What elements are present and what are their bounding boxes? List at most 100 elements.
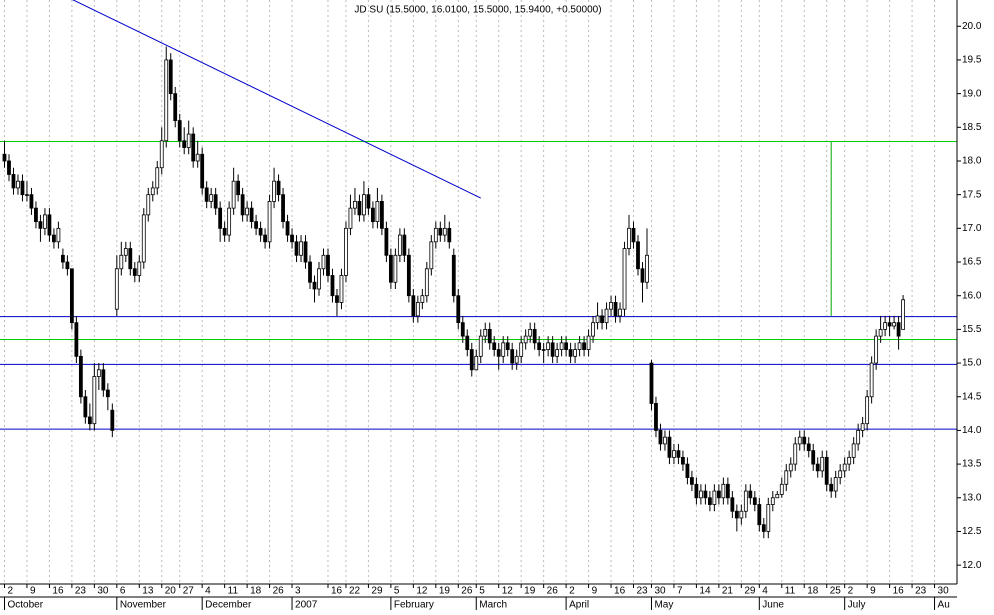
candle-body <box>438 227 443 236</box>
candle-body <box>528 328 533 337</box>
x-tick-label: 2 <box>848 586 854 597</box>
candle-body <box>761 524 766 532</box>
candle-body <box>155 167 160 189</box>
candle-body <box>555 349 560 357</box>
candle-body <box>487 328 492 344</box>
candle-body <box>128 248 133 270</box>
x-tick-label: 9 <box>870 586 876 597</box>
candle-body <box>137 261 142 276</box>
y-tick-label: 18.0 <box>962 156 982 167</box>
candle-body <box>92 376 97 425</box>
candle-body <box>820 456 825 472</box>
candle-body <box>420 295 425 303</box>
candle-body <box>321 254 326 270</box>
x-tick-label: 2 <box>7 586 13 597</box>
candle-body <box>173 93 178 121</box>
candle-body <box>676 450 681 458</box>
month-label: June <box>762 600 784 610</box>
candle-body <box>249 207 254 223</box>
candle-body <box>326 254 330 276</box>
y-tick-label: 18.5 <box>962 122 982 133</box>
candle-body <box>380 201 384 229</box>
candle-body <box>829 483 834 492</box>
x-tick-label: 21 <box>722 586 734 597</box>
candle-body <box>384 227 389 256</box>
candle-body <box>240 194 245 216</box>
candle-body <box>335 295 339 303</box>
candle-body <box>770 497 775 505</box>
candle-body <box>577 342 582 350</box>
candle-body <box>748 490 753 499</box>
candle-body <box>123 248 128 256</box>
candle-body <box>397 234 402 256</box>
candle-body <box>195 153 200 162</box>
candle-body <box>150 187 155 196</box>
candle-body <box>132 268 137 276</box>
candle-body <box>523 335 528 344</box>
candle-body <box>721 483 726 499</box>
candle-body <box>52 234 56 243</box>
candle-body <box>362 194 366 216</box>
candle-body <box>65 261 70 270</box>
candle-body <box>83 396 88 418</box>
candle-body <box>775 494 780 499</box>
candle-body <box>492 342 497 350</box>
candle-body <box>667 436 672 458</box>
candle-body <box>330 275 335 297</box>
candle-body <box>272 180 276 202</box>
candle-body <box>573 349 577 357</box>
x-tick-label: 14 <box>699 586 711 597</box>
candle-body <box>69 268 74 324</box>
x-tick-label: 16 <box>614 586 626 597</box>
candle-body <box>811 450 816 465</box>
candle-body <box>847 456 852 465</box>
candle-body <box>887 322 892 327</box>
candle-body <box>501 342 506 357</box>
candle-body <box>510 349 515 364</box>
candle-body <box>793 443 798 465</box>
candle-body <box>703 490 708 499</box>
candle-body <box>815 463 820 472</box>
candle-body <box>712 490 717 505</box>
candle-body <box>699 490 703 499</box>
candle-body <box>743 490 748 512</box>
candle-body <box>537 342 542 350</box>
y-tick-label: 12.5 <box>962 526 982 537</box>
candle-body <box>856 430 861 445</box>
candle-body <box>105 389 110 398</box>
candle-body <box>308 261 312 283</box>
candle-body <box>631 227 636 243</box>
candle-body <box>366 194 371 209</box>
y-tick-label: 14.5 <box>962 391 982 402</box>
candle-body <box>29 194 34 209</box>
candle-body <box>110 409 115 431</box>
candle-body <box>267 201 272 243</box>
candle-body <box>586 335 591 350</box>
candle-body <box>532 328 537 344</box>
candle-body <box>182 140 187 148</box>
candle-body <box>865 396 870 425</box>
y-tick-label: 15.0 <box>962 358 982 369</box>
candle-body <box>842 463 847 472</box>
candle-body <box>654 403 658 431</box>
candle-body <box>213 194 218 209</box>
candle-body <box>681 456 685 465</box>
x-tick-label: 9 <box>30 586 36 597</box>
candle-body <box>609 302 613 310</box>
candle-body <box>878 328 883 337</box>
trendline <box>72 0 481 199</box>
x-tick-label: 20 <box>165 586 177 597</box>
x-tick-label: 23 <box>915 586 927 597</box>
candle-body <box>496 349 501 357</box>
x-tick-label: 30 <box>938 586 950 597</box>
candle-body <box>797 436 802 445</box>
x-tick-label: 11 <box>785 586 796 597</box>
candle-body <box>43 214 47 229</box>
candle-body <box>353 201 357 209</box>
candle-body <box>672 450 676 458</box>
candle-body <box>564 342 569 350</box>
candle-body <box>299 241 303 256</box>
candle-body <box>34 207 38 223</box>
candle-body <box>739 510 744 519</box>
